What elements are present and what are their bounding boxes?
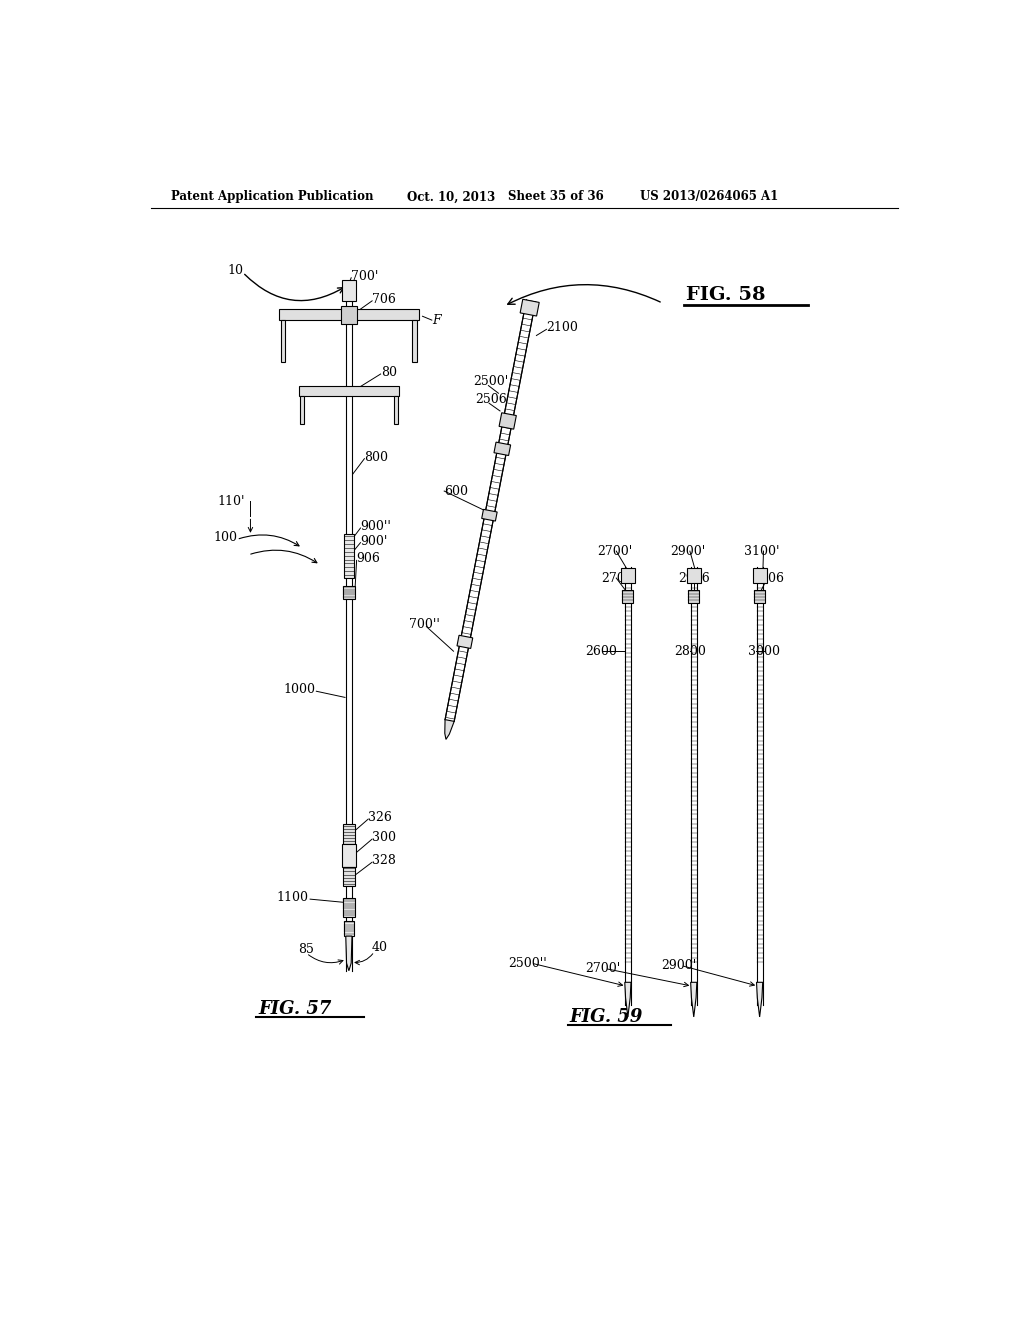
Text: Patent Application Publication: Patent Application Publication — [171, 190, 373, 203]
Text: 2800: 2800 — [675, 644, 707, 657]
Bar — [757, 566, 763, 1006]
Bar — [281, 321, 286, 363]
Text: 10: 10 — [227, 264, 244, 277]
Text: FIG. 58: FIG. 58 — [686, 286, 766, 305]
Text: FIG. 59: FIG. 59 — [569, 1008, 643, 1026]
Polygon shape — [445, 300, 536, 721]
Text: 2706: 2706 — [601, 572, 633, 585]
Bar — [346, 293, 352, 970]
Bar — [688, 590, 699, 603]
Text: US 2013/0264065 A1: US 2013/0264065 A1 — [640, 190, 778, 203]
Bar — [690, 566, 697, 1006]
Text: 300: 300 — [372, 832, 396, 843]
Bar — [344, 921, 353, 936]
Bar — [621, 568, 635, 583]
Text: 3106: 3106 — [752, 572, 784, 585]
Bar — [342, 280, 356, 301]
Polygon shape — [346, 936, 352, 970]
Text: 700': 700' — [351, 269, 379, 282]
Text: 2100: 2100 — [547, 321, 579, 334]
Bar — [299, 385, 399, 396]
Polygon shape — [457, 635, 473, 648]
Text: 900': 900' — [360, 535, 388, 548]
Text: 3000: 3000 — [748, 644, 780, 657]
Polygon shape — [625, 982, 631, 1016]
Bar — [343, 825, 355, 843]
Text: 2900': 2900' — [662, 958, 696, 972]
Bar — [394, 396, 397, 424]
Text: 110': 110' — [218, 495, 246, 508]
Bar — [753, 568, 767, 583]
Text: 326: 326 — [369, 810, 392, 824]
Bar — [625, 566, 631, 1006]
Polygon shape — [444, 719, 455, 739]
Text: 706: 706 — [372, 293, 396, 306]
Text: 2906: 2906 — [678, 572, 710, 585]
Text: 2900': 2900' — [671, 545, 706, 557]
Bar — [300, 396, 304, 424]
Text: 40: 40 — [372, 941, 388, 954]
Bar — [343, 867, 355, 886]
Text: 906: 906 — [356, 552, 381, 565]
Text: 100: 100 — [213, 531, 238, 544]
Text: 80: 80 — [381, 366, 396, 379]
Bar — [343, 898, 355, 917]
Text: 800: 800 — [365, 450, 388, 463]
Polygon shape — [757, 982, 763, 1016]
Bar — [413, 321, 417, 363]
Text: 3100': 3100' — [744, 545, 779, 557]
Text: 2600: 2600 — [586, 644, 617, 657]
Text: 900'': 900'' — [360, 520, 391, 533]
Text: 85: 85 — [298, 944, 313, 957]
Text: 1100: 1100 — [276, 891, 309, 904]
Polygon shape — [494, 442, 511, 455]
Bar — [280, 309, 419, 321]
Bar — [687, 568, 700, 583]
Text: 700'': 700'' — [410, 618, 440, 631]
Text: 2700': 2700' — [586, 962, 621, 975]
Bar — [343, 586, 355, 599]
Polygon shape — [481, 510, 498, 521]
Bar — [341, 306, 356, 323]
Text: Sheet 35 of 36: Sheet 35 of 36 — [508, 190, 603, 203]
Text: 600: 600 — [444, 484, 468, 498]
Bar — [623, 590, 633, 603]
Text: F: F — [432, 314, 440, 326]
Text: 2500'': 2500'' — [508, 957, 547, 970]
Bar — [755, 590, 765, 603]
Text: FIG. 57: FIG. 57 — [258, 1001, 332, 1018]
Text: 2700': 2700' — [597, 545, 632, 557]
Text: 328: 328 — [372, 854, 396, 867]
Text: 2500': 2500' — [473, 375, 508, 388]
Text: Oct. 10, 2013: Oct. 10, 2013 — [407, 190, 496, 203]
Bar — [342, 843, 356, 867]
Text: 1000: 1000 — [283, 684, 315, 696]
Polygon shape — [690, 982, 697, 1016]
Bar — [344, 535, 353, 578]
Text: 2506: 2506 — [475, 393, 507, 407]
Polygon shape — [499, 413, 516, 429]
Polygon shape — [520, 300, 540, 315]
